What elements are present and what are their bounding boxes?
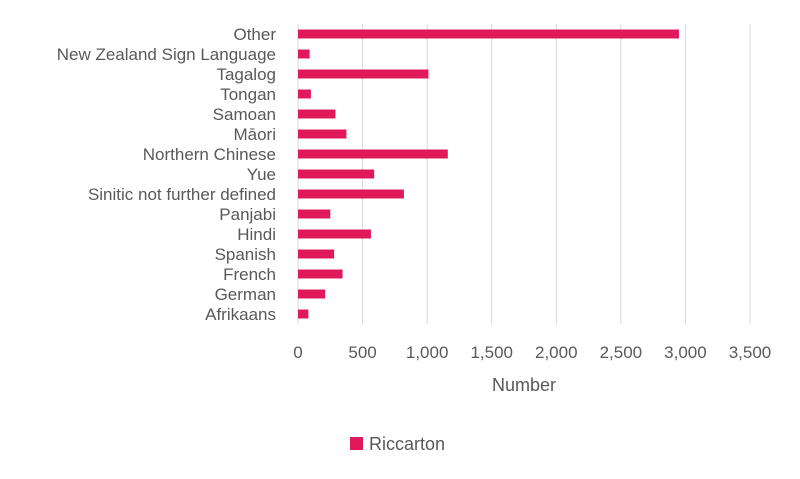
category-label: Panjabi <box>219 205 276 224</box>
x-tick-label: 3,000 <box>664 343 707 362</box>
category-label: Spanish <box>215 245 276 264</box>
category-label: Tagalog <box>216 65 276 84</box>
bars <box>298 29 679 319</box>
category-label: Samoan <box>213 105 276 124</box>
x-axis-title: Number <box>492 375 556 395</box>
category-label: Hindi <box>237 225 276 244</box>
category-label: Māori <box>233 125 276 144</box>
bar <box>298 109 336 119</box>
category-label: Yue <box>247 165 276 184</box>
bar <box>298 249 335 259</box>
x-tick-label: 1,500 <box>470 343 513 362</box>
bar <box>298 189 404 199</box>
bar <box>298 89 311 99</box>
legend-label: Riccarton <box>369 434 445 454</box>
bar <box>298 129 347 139</box>
x-tick-label: 0 <box>293 343 302 362</box>
category-label: French <box>223 265 276 284</box>
bar <box>298 289 326 299</box>
category-label: New Zealand Sign Language <box>57 45 276 64</box>
category-label: Afrikaans <box>205 305 276 324</box>
bar <box>298 309 309 319</box>
x-tick-label: 1,000 <box>406 343 449 362</box>
x-tick-label: 500 <box>348 343 376 362</box>
category-label: German <box>215 285 276 304</box>
bar <box>298 69 429 79</box>
x-tick-label: 3,500 <box>729 343 772 362</box>
category-label: Northern Chinese <box>143 145 276 164</box>
bar <box>298 149 448 159</box>
bar <box>298 49 310 59</box>
bar <box>298 229 371 239</box>
legend-swatch <box>350 437 363 450</box>
bar <box>298 29 679 39</box>
category-label: Sinitic not further defined <box>88 185 276 204</box>
bar <box>298 269 343 279</box>
category-label: Tongan <box>220 85 276 104</box>
bar <box>298 209 331 219</box>
category-label: Other <box>233 25 276 44</box>
x-tick-label: 2,000 <box>535 343 578 362</box>
legend: Riccarton <box>350 434 445 454</box>
x-tick-label: 2,500 <box>600 343 643 362</box>
x-tick-labels: 0 500 1,000 1,500 2,000 2,500 3,000 3,500 <box>293 343 771 362</box>
bar <box>298 169 375 179</box>
